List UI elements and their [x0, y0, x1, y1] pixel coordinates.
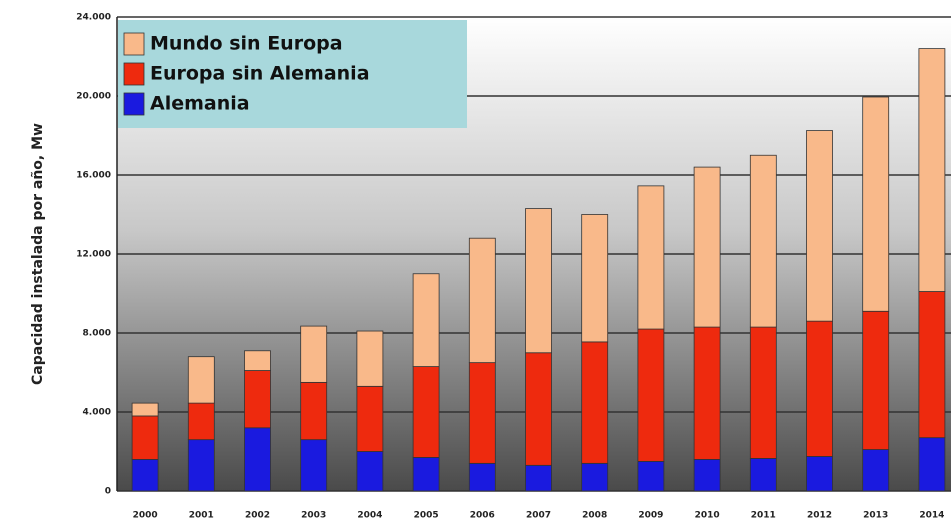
bar-segment: [356, 330, 384, 387]
legend-label: Mundo sin Europa: [150, 33, 343, 55]
bar-segment: [300, 325, 328, 383]
bar-segment: [468, 237, 496, 364]
bar-segment: [525, 208, 552, 354]
bar-segment: [525, 352, 552, 466]
bar-segment: [468, 362, 496, 464]
bar-segment: [862, 310, 890, 450]
bar-segment: [468, 462, 496, 492]
bar-segment: [693, 458, 721, 492]
bar-segment: [187, 439, 215, 492]
bar-segment: [806, 456, 833, 492]
bar-segment: [244, 350, 271, 371]
x-tick-label: 2007: [526, 511, 551, 521]
bar-segment: [244, 370, 271, 429]
x-tick-label: 2004: [357, 511, 382, 521]
bar-segment: [131, 402, 159, 417]
bar-segment: [356, 385, 384, 452]
bar-segment: [131, 458, 159, 492]
y-tick-label: 24.000: [76, 13, 111, 23]
x-tick-label: 2002: [245, 511, 270, 521]
x-tick-label: 2003: [301, 511, 326, 521]
bar-segment: [300, 381, 328, 441]
bar-segment: [412, 273, 440, 367]
bar-segment: [581, 214, 609, 343]
bar-segment: [637, 328, 665, 462]
bar-segment: [187, 402, 215, 441]
x-tick-label: 2001: [189, 511, 214, 521]
legend-swatch: [123, 62, 145, 86]
y-axis-label: Capacidad instalada por año, Mw: [30, 123, 46, 385]
y-tick-label: 4.000: [83, 408, 111, 418]
bar-segment: [131, 415, 159, 460]
x-tick-label: 2000: [133, 511, 158, 521]
x-tick-label: 2014: [919, 511, 944, 521]
bar-segment: [525, 464, 552, 492]
y-tick-label: 12.000: [76, 250, 111, 260]
y-tick-label: 16.000: [76, 171, 111, 181]
bar-segment: [918, 48, 946, 292]
x-tick-label: 2008: [582, 511, 607, 521]
bar-segment: [300, 439, 328, 492]
x-tick-label: 2013: [863, 511, 888, 521]
x-tick-label: 2012: [807, 511, 832, 521]
bar-segment: [806, 320, 833, 457]
bar-segment: [693, 166, 721, 328]
bar-segment: [244, 427, 271, 492]
bar-segment: [412, 457, 440, 492]
bar-segment: [918, 437, 946, 492]
bar-segment: [581, 341, 609, 464]
x-tick-label: 2005: [414, 511, 439, 521]
legend-box: [118, 20, 467, 128]
bar-segment: [637, 185, 665, 330]
y-tick-label: 8.000: [83, 329, 111, 339]
bar-segment: [581, 462, 609, 492]
bar-segment: [918, 291, 946, 439]
bar-segment: [412, 366, 440, 458]
bar-segment: [749, 326, 777, 459]
bar-segment: [749, 458, 777, 492]
bar-segment: [637, 460, 665, 492]
bar-segment: [862, 96, 890, 312]
x-tick-label: 2006: [470, 511, 495, 521]
bar-segment: [862, 449, 890, 492]
x-tick-label: 2009: [638, 511, 663, 521]
y-tick-label: 20.000: [76, 92, 111, 102]
bar-segment: [806, 130, 833, 322]
x-tick-label: 2010: [695, 511, 720, 521]
bar-segment: [749, 154, 777, 328]
bar-segment: [187, 356, 215, 404]
legend-label: Europa sin Alemania: [150, 63, 370, 85]
bar-segment: [693, 326, 721, 460]
legend-label: Alemania: [150, 93, 250, 115]
bar-segment: [356, 451, 384, 492]
x-tick-label: 2011: [751, 511, 776, 521]
legend-swatch: [123, 32, 145, 56]
y-tick-label: 0: [105, 487, 111, 497]
legend-swatch: [123, 92, 145, 116]
